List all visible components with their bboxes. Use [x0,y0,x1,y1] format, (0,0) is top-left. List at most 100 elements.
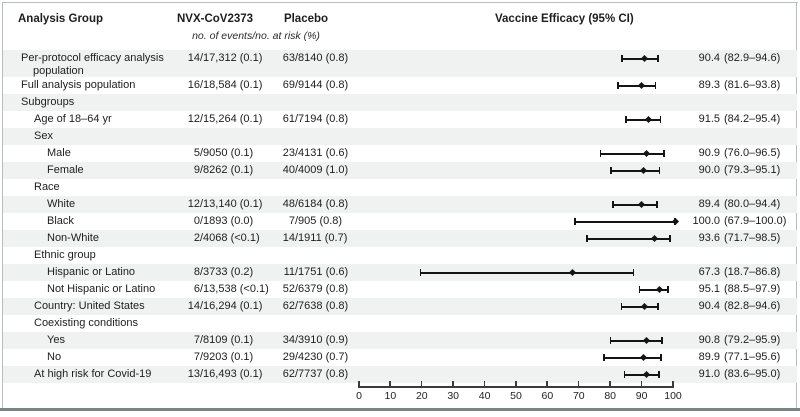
placebo-events-value: 52 [282,283,295,295]
x-axis-tick [640,381,643,386]
ci-cap-left [612,201,614,208]
ci-line [419,272,634,274]
table-row: Ethnic group [3,247,797,264]
row-label: Per-protocol efficacy analysis population [21,50,164,78]
nvx-atrisk-value: /15,264 (0.1) [200,113,263,125]
table-row: White 12/13,140 (0.1) 48/6184 (0.8) 89.4 (80… [3,196,797,213]
efficacy-value: 90.9 [698,147,720,159]
x-axis-tick [389,381,391,386]
ci-cap-right [656,201,658,208]
column-header-nvx: NVX-CoV2373 [176,13,254,25]
efficacy-value: 89.4 [698,198,720,210]
column-header-placebo: Placebo [283,13,329,25]
x-axis-tick [358,381,360,386]
row-label: No [47,351,62,363]
placebo-atrisk-value: /905 (0.8) [295,215,343,227]
ci-cap-right [658,167,661,174]
ci-line [574,221,675,223]
nvx-events-value: 7 [193,334,200,346]
efficacy-value: 90.0 [698,164,720,176]
efficacy-value: 91.0 [698,368,720,380]
x-axis-tick-label: 60 [541,390,554,402]
placebo-events-value: 11 [283,266,295,278]
placebo-events-value: 23 [282,147,295,159]
point-estimate-marker [651,234,659,243]
table-row: Full analysis population 16/18,584 (0.1) 6… [3,77,797,94]
ci-line [625,119,661,121]
ci-cap-left [625,116,627,123]
placebo-atrisk-value: /4230 (0.7) [295,351,349,363]
ci-cap-right [658,371,660,378]
point-estimate-marker [643,370,651,379]
placebo-atrisk-value: /7194 (0.8) [295,113,349,125]
column-header-efficacy: Vaccine Efficacy (95% CI) [495,13,634,25]
nvx-events-value: 6 [193,283,200,295]
ci-line [617,85,656,87]
efficacy-ci: (82.9–94.6) [724,52,781,64]
row-label: Country: United States [34,300,145,312]
ci-line [621,58,659,60]
placebo-events-value: 29 [282,351,295,363]
point-estimate-marker [637,81,645,90]
x-axis-tick-label: 40 [478,390,491,402]
x-axis-tick [420,381,423,386]
nvx-events-value: 16 [187,79,200,91]
placebo-atrisk-value: /1911 (0.7) [295,232,348,244]
table-row: Not Hispanic or Latino 6/13,538 (<0.1) 52/… [3,281,797,298]
efficacy-value: 95.1 [698,283,720,295]
efficacy-ci: (79.2–95.9) [724,334,781,346]
ci-cap-left [603,354,605,361]
x-axis-tick-label: 100 [664,390,682,402]
ci-cap-right [659,116,662,123]
nvx-atrisk-value: /18,584 (0.1) [200,79,263,91]
x-axis-line [358,386,674,388]
x-axis-tick-label: 70 [572,390,585,402]
nvx-events-value: 0 [193,215,200,227]
efficacy-ci: (79.3–95.1) [724,164,781,176]
efficacy-value: 89.9 [698,351,720,363]
nvx-events-value: 2 [193,232,200,244]
table-row: Non-White 2/4068 (<0.1) 14/1911 (0.7) 93.6 (… [3,230,797,247]
frame-left-border [2,2,3,408]
efficacy-value: 90.4 [698,300,720,312]
ci-cap-left [586,235,588,242]
placebo-atrisk-value: /4131 (0.6) [295,147,349,159]
nvx-atrisk-value: /16,294 (0.1) [200,300,263,312]
nvx-atrisk-value: /16,493 (0.1) [200,368,263,380]
ci-cap-right [657,303,659,310]
row-label: Not Hispanic or Latino [47,283,156,295]
point-estimate-marker [639,353,647,362]
row-label: At high risk for Covid-19 [34,368,152,380]
placebo-atrisk-value: /7737 (0.8) [295,368,349,380]
ci-cap-right [657,55,659,62]
efficacy-value: 90.4 [698,52,720,64]
point-estimate-marker [642,336,650,345]
point-estimate-marker [641,302,649,311]
point-estimate-marker [656,285,664,294]
point-estimate-marker [640,166,648,175]
efficacy-ci: (88.5–97.9) [724,283,781,295]
efficacy-value: 67.3 [698,266,720,278]
x-axis-tick [577,381,580,386]
ci-line [620,306,659,308]
point-estimate-marker [641,54,649,63]
efficacy-ci: (77.1–95.6) [724,351,781,363]
efficacy-value: 89.3 [698,79,720,91]
efficacy-ci: (67.9–100.0) [724,215,787,227]
row-label: Hispanic or Latino [47,266,136,278]
row-label: Age of 18–64 yr [34,113,112,125]
ci-cap-left [609,337,612,344]
efficacy-ci: (18.7–86.8) [724,266,781,278]
row-label-line2: population [33,65,84,77]
ci-cap-left [623,371,625,378]
placebo-events-value: 7 [288,215,295,227]
table-row: Male 5/9050 (0.1) 23/4131 (0.6) 90.9 (76.0–9… [3,145,797,162]
ci-cap-right [667,286,669,293]
point-estimate-marker [642,149,650,158]
ci-cap-left [574,218,576,225]
nvx-atrisk-value: /13,538 (<0.1) [200,283,269,295]
x-axis-tick [483,381,486,386]
row-label: Black [47,215,74,227]
x-axis-tick [515,381,517,386]
placebo-events-value: 63 [282,52,295,64]
